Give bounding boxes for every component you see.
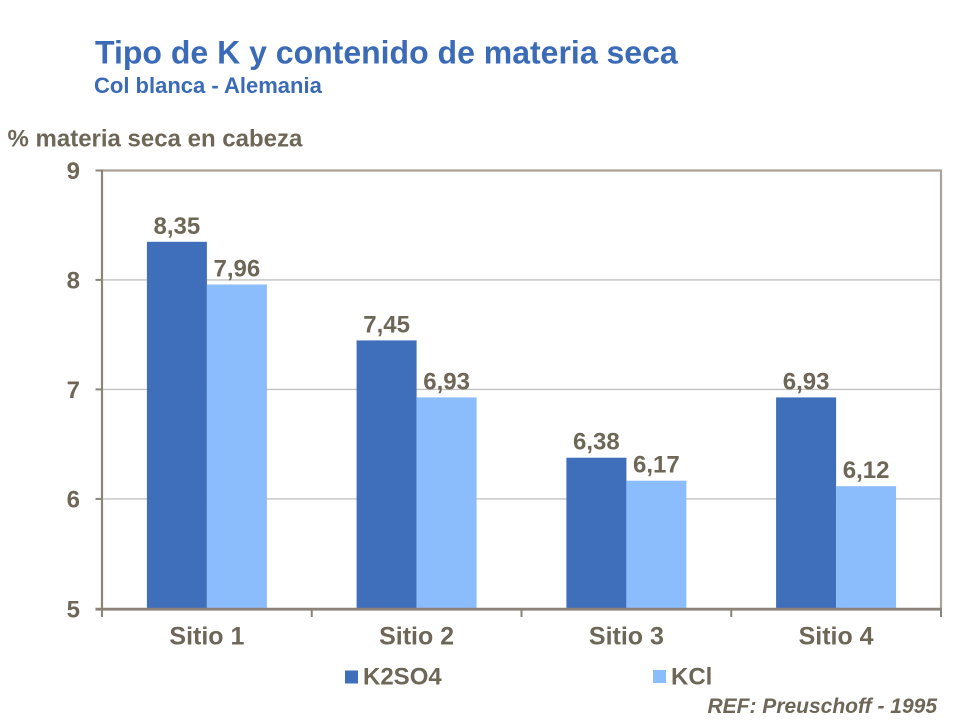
svg-text:K2SO4: K2SO4 bbox=[363, 664, 442, 691]
svg-text:6: 6 bbox=[67, 487, 80, 514]
svg-text:7,45: 7,45 bbox=[363, 311, 410, 338]
svg-text:6,38: 6,38 bbox=[573, 429, 620, 456]
svg-text:KCl: KCl bbox=[671, 664, 712, 691]
svg-text:9: 9 bbox=[67, 158, 80, 185]
svg-text:Sitio 3: Sitio 3 bbox=[589, 623, 664, 651]
svg-text:Sitio 1: Sitio 1 bbox=[169, 623, 244, 651]
svg-text:Sitio 2: Sitio 2 bbox=[379, 623, 454, 651]
svg-text:8: 8 bbox=[67, 268, 80, 295]
svg-text:8,35: 8,35 bbox=[154, 213, 201, 240]
svg-text:REF: Preuschoff - 1995: REF: Preuschoff - 1995 bbox=[707, 695, 937, 718]
svg-text:5: 5 bbox=[67, 597, 80, 624]
svg-text:6,17: 6,17 bbox=[633, 452, 680, 479]
svg-text:6,12: 6,12 bbox=[843, 457, 890, 484]
svg-text:Tipo de K y contenido de mater: Tipo de K y contenido de materia seca bbox=[95, 35, 678, 71]
svg-text:Sitio 4: Sitio 4 bbox=[799, 623, 874, 651]
svg-text:6,93: 6,93 bbox=[783, 368, 830, 395]
svg-text:7,96: 7,96 bbox=[214, 256, 261, 283]
svg-text:6,93: 6,93 bbox=[423, 368, 470, 395]
svg-text:7: 7 bbox=[67, 377, 80, 404]
svg-text:% materia seca en cabeza: % materia seca en cabeza bbox=[8, 126, 303, 153]
svg-text:Col blanca - Alemania: Col blanca - Alemania bbox=[94, 73, 323, 98]
